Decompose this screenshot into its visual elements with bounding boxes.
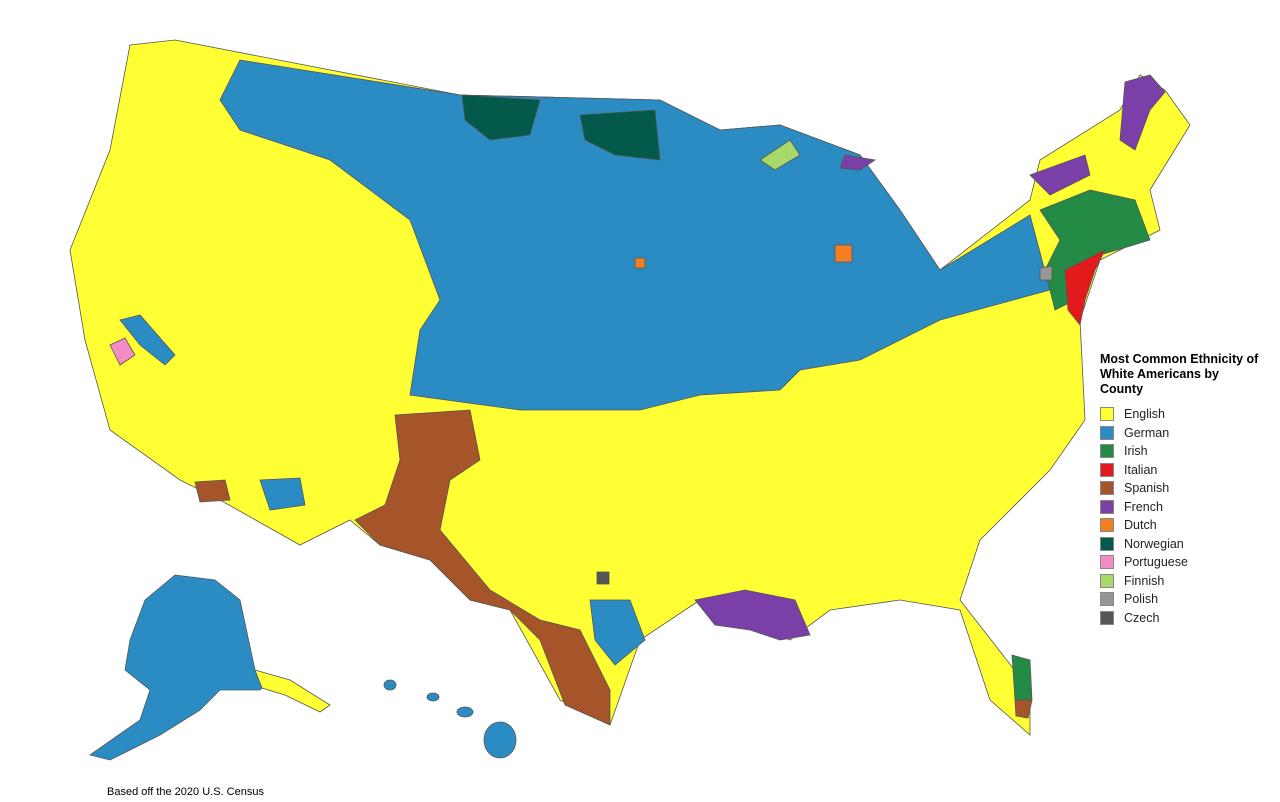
legend-swatch <box>1100 425 1114 440</box>
legend-swatch <box>1100 462 1114 477</box>
legend-item: French <box>1100 498 1260 517</box>
german-az <box>259 477 306 511</box>
norwegian-mn <box>579 109 661 161</box>
german-tx <box>589 599 646 666</box>
french-louisiana <box>694 589 811 641</box>
dutch-mi <box>834 244 853 263</box>
legend-swatch <box>1100 407 1114 422</box>
polish-pa <box>1039 265 1053 281</box>
legend-item: Norwegian <box>1100 535 1260 554</box>
legend-label: Spanish <box>1124 481 1170 496</box>
spanish-florida <box>1014 699 1033 719</box>
legend-label: English <box>1124 407 1165 422</box>
legend-label: Italian <box>1124 462 1158 477</box>
legend-swatch <box>1100 444 1114 459</box>
french-maine <box>1119 74 1166 151</box>
spanish-region <box>354 409 611 726</box>
legend-item: Spanish <box>1100 479 1260 498</box>
german-region <box>219 59 1051 411</box>
legend-label: Finnish <box>1124 573 1165 588</box>
legend-items: English German Irish Italian Spanish French Du… <box>1100 405 1260 627</box>
legend-label: Norwegian <box>1124 536 1184 551</box>
legend-label: Polish <box>1124 592 1159 607</box>
portuguese-ca <box>109 337 136 366</box>
italian-ny-nj <box>1064 249 1106 326</box>
hawaii-big <box>483 721 517 759</box>
legend-item: Czech <box>1100 609 1260 628</box>
legend-swatch <box>1100 499 1114 514</box>
alaska-southeast <box>254 669 331 713</box>
legend-swatch <box>1100 592 1114 607</box>
czech-tx <box>596 571 610 585</box>
irish-northeast <box>1039 189 1151 311</box>
dutch-ia <box>634 257 646 269</box>
hawaii-oahu <box>426 692 440 702</box>
legend-item: German <box>1100 424 1260 443</box>
legend-swatch <box>1100 573 1114 588</box>
legend-swatch <box>1100 610 1114 625</box>
legend-label: French <box>1124 499 1163 514</box>
legend-swatch <box>1100 481 1114 496</box>
legend-title: Most Common Ethnicity of White Americans… <box>1100 352 1259 396</box>
french-vt <box>1029 154 1091 196</box>
hawaii-kauai <box>383 679 397 691</box>
legend-item: Portuguese <box>1100 553 1260 572</box>
legend-label: Czech <box>1124 610 1160 625</box>
legend-swatch <box>1100 518 1114 533</box>
hawaii-maui <box>456 706 474 718</box>
legend-swatch <box>1100 555 1114 570</box>
legend-label: German <box>1124 425 1170 440</box>
legend-item: Finnish <box>1100 572 1260 591</box>
german-west <box>119 314 176 366</box>
legend-label: Portuguese <box>1124 555 1188 570</box>
norwegian-region <box>461 94 541 141</box>
legend: Most Common Ethnicity of White Americans… <box>1100 352 1260 627</box>
alaska <box>89 574 271 761</box>
legend-swatch <box>1100 536 1114 551</box>
legend-item: English <box>1100 405 1260 424</box>
legend-item: Dutch <box>1100 516 1260 535</box>
legend-label: Dutch <box>1124 518 1157 533</box>
finnish-mi <box>759 139 801 171</box>
source-note: Based off the 2020 U.S. Census <box>107 786 264 798</box>
legend-item: Irish <box>1100 442 1260 461</box>
french-mi <box>839 154 877 171</box>
legend-item: Polish <box>1100 590 1260 609</box>
spanish-ca <box>194 479 231 503</box>
legend-label: Irish <box>1124 444 1148 459</box>
legend-item: Italian <box>1100 461 1260 480</box>
irish-florida <box>1011 654 1033 701</box>
